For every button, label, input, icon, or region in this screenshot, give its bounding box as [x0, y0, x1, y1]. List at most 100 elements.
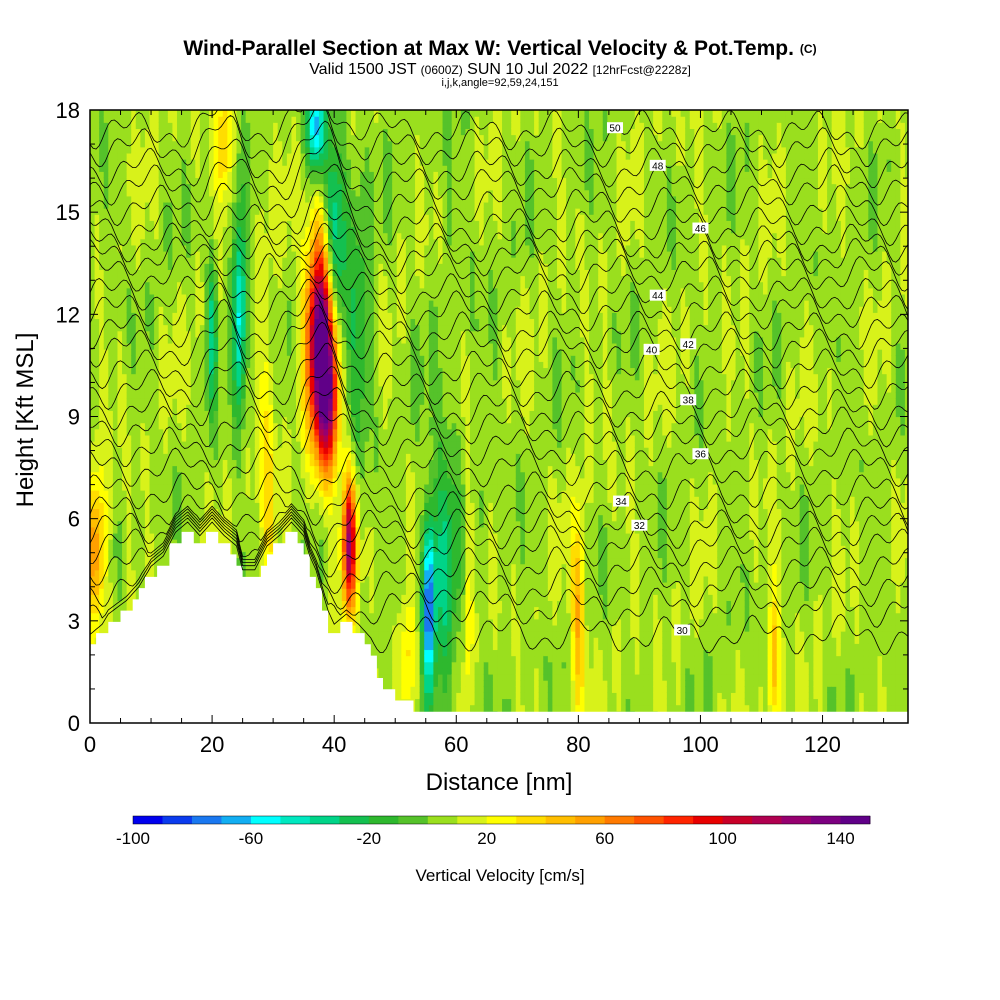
velocity-cell: [140, 373, 146, 381]
velocity-cell: [172, 152, 178, 160]
velocity-cell: [254, 214, 260, 221]
velocity-cell: [103, 361, 109, 369]
velocity-cell: [296, 128, 302, 136]
velocity-cell: [222, 349, 228, 356]
velocity-cell: [263, 128, 270, 136]
velocity-cell: [254, 183, 260, 191]
velocity-cell: [254, 263, 260, 270]
velocity-cell: [186, 514, 192, 522]
velocity-cell: [291, 330, 297, 338]
velocity-cell: [263, 422, 270, 430]
velocity-cell: [172, 330, 178, 338]
velocity-cell: [122, 447, 128, 454]
velocity-cell: [204, 434, 210, 442]
velocity-cell: [245, 226, 251, 234]
velocity-cell: [305, 293, 311, 301]
velocity-cell: [144, 569, 151, 577]
velocity-cell: [204, 526, 210, 534]
velocity-cell: [112, 257, 119, 264]
velocity-cell: [209, 459, 215, 467]
velocity-cell: [99, 324, 105, 332]
velocity-cell: [158, 398, 164, 405]
velocity-cell: [291, 410, 297, 418]
velocity-cell: [154, 453, 160, 461]
velocity-cell: [172, 250, 178, 258]
velocity-cell: [305, 128, 311, 136]
velocity-cell: [296, 208, 302, 215]
velocity-cell: [122, 122, 128, 129]
velocity-cell: [195, 287, 201, 295]
velocity-cell: [254, 312, 260, 320]
velocity-cell: [154, 496, 160, 503]
velocity-cell: [218, 318, 224, 326]
velocity-cell: [108, 263, 114, 270]
velocity-cell: [117, 514, 123, 522]
velocity-cell: [277, 189, 283, 197]
velocity-cell: [199, 171, 206, 179]
velocity-cell: [227, 483, 233, 491]
velocity-cell: [305, 355, 311, 362]
velocity-cell: [291, 300, 297, 307]
velocity-cell: [154, 140, 160, 148]
velocity-cell: [176, 300, 183, 307]
velocity-cell: [254, 385, 260, 393]
velocity-cell: [263, 373, 270, 381]
velocity-cell: [250, 490, 256, 497]
velocity-cell: [254, 361, 260, 369]
velocity-cell: [112, 214, 119, 221]
velocity-cell: [135, 300, 141, 307]
velocity-cell: [227, 238, 233, 246]
velocity-cell: [94, 201, 100, 209]
velocity-cell: [263, 447, 270, 454]
velocity-cell: [204, 312, 210, 320]
velocity-cell: [263, 306, 270, 313]
velocity-cell: [135, 379, 141, 387]
velocity-cell: [291, 287, 297, 295]
velocity-cell: [190, 140, 196, 148]
velocity-cell: [199, 342, 206, 350]
velocity-cell: [144, 557, 151, 565]
velocity-cell: [122, 416, 128, 424]
velocity-cell: [268, 293, 274, 301]
velocity-cell: [273, 428, 279, 436]
velocity-cell: [167, 165, 174, 172]
velocity-cell: [254, 336, 260, 344]
velocity-cell: [204, 471, 210, 479]
velocity-cell: [163, 214, 169, 221]
velocity-cell: [195, 508, 201, 516]
velocity-cell: [236, 330, 242, 338]
velocity-cell: [94, 520, 100, 528]
velocity-cell: [181, 195, 187, 203]
velocity-cell: [144, 490, 151, 497]
velocity-cell: [158, 373, 164, 381]
velocity-cell: [213, 385, 219, 393]
velocity-cell: [172, 171, 178, 179]
velocity-cell: [209, 490, 215, 497]
velocity-cell: [300, 287, 306, 295]
velocity-cell: [108, 551, 114, 559]
velocity-cell: [112, 404, 119, 411]
velocity-cell: [282, 263, 288, 270]
velocity-cell: [131, 263, 137, 270]
velocity-cell: [103, 281, 109, 289]
velocity-cell: [131, 569, 137, 577]
velocity-cell: [135, 434, 141, 442]
velocity-cell: [94, 367, 100, 375]
velocity-cell: [227, 490, 233, 497]
velocity-cell: [186, 385, 192, 393]
velocity-cell: [273, 214, 279, 221]
velocity-cell: [204, 159, 210, 166]
velocity-cell: [282, 483, 288, 491]
velocity-cell: [112, 465, 119, 473]
velocity-cell: [117, 226, 123, 234]
velocity-cell: [286, 361, 293, 369]
velocity-cell: [245, 373, 251, 381]
velocity-cell: [204, 330, 210, 338]
velocity-cell: [227, 422, 233, 430]
velocity-cell: [190, 195, 196, 203]
velocity-cell: [282, 116, 288, 123]
velocity-cell: [190, 385, 196, 393]
velocity-cell: [126, 122, 132, 129]
velocity-cell: [286, 201, 293, 209]
velocity-cell: [273, 398, 279, 405]
